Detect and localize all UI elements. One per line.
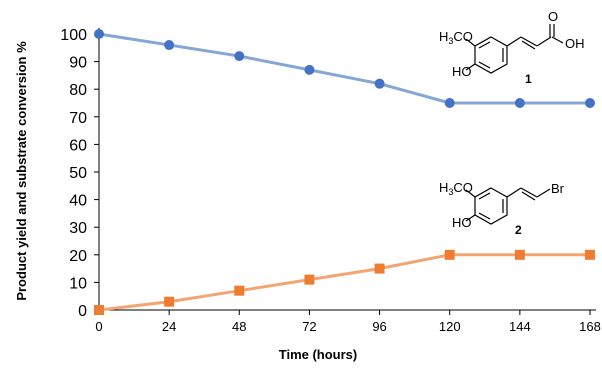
substrate-point [164, 40, 175, 51]
compound-1-acid-oh-label: OH [565, 36, 585, 51]
y-tick-label: 40 [69, 193, 87, 210]
x-tick-label: 96 [372, 319, 386, 334]
x-axis-ticks: 0 24 48 72 96 120 144 168 [95, 310, 601, 334]
compound-1-oh-bond [465, 63, 476, 71]
compound-2-br-bond [536, 188, 551, 198]
y-tick-label: 60 [69, 137, 87, 154]
substrate-point [374, 78, 385, 89]
y-tick-label: 20 [69, 248, 87, 265]
y-tick-label: 30 [69, 220, 87, 237]
product-point [444, 249, 455, 260]
compound-2-methoxy-label: H3CO [439, 180, 473, 197]
compound-2-ring-double-3 [478, 212, 491, 220]
x-tick-label: 144 [509, 319, 531, 334]
y-axis-title: Product yield and substrate conversion % [14, 41, 29, 301]
compound-1-structure: H3CO HO O OH 1 [439, 9, 585, 86]
compound-2-bromine-label: Br [551, 181, 565, 196]
compound-1-chain-2 [520, 36, 538, 47]
substrate-point [444, 98, 455, 108]
x-tick-label: 168 [579, 319, 601, 334]
compound-1-methoxy-label: H3CO [439, 29, 473, 46]
x-tick-label: 48 [232, 319, 246, 334]
y-tick-label: 0 [78, 303, 87, 320]
y-tick-label: 80 [69, 82, 87, 99]
x-tick-label: 72 [302, 319, 316, 334]
x-tick-label: 0 [95, 319, 102, 334]
y-tick-label: 10 [69, 275, 87, 292]
compound-1-ring-double-3 [478, 61, 491, 69]
compound-1-bonds [465, 24, 564, 74]
compound-1-carbonyl-o-label: O [548, 9, 558, 24]
x-tick-label: 24 [162, 319, 176, 334]
substrate-point [234, 51, 245, 62]
compound-2-chain-2 [520, 187, 538, 198]
substrate-point [304, 64, 315, 75]
compound-2-number: 2 [515, 223, 522, 237]
axes [98, 28, 596, 311]
y-tick-label: 70 [69, 110, 87, 127]
compound-2-hydroxyl-label: HO [452, 215, 472, 230]
product-point [585, 249, 595, 260]
product-point [94, 305, 104, 315]
y-tick-label: 90 [69, 55, 87, 72]
product-point [304, 274, 315, 285]
product-point [234, 285, 245, 296]
compound-1-chain-3 [536, 36, 552, 47]
x-axis-title: Time (hours) [279, 347, 358, 362]
compound-2-ome-bond [465, 189, 476, 198]
compound-1-number: 1 [525, 72, 532, 86]
compound-2-chain-1 [506, 187, 522, 198]
product-series-line [98, 253, 590, 312]
compound-2-chain-double [521, 191, 536, 201]
x-tick-label: 120 [439, 319, 461, 334]
compound-2-ring [474, 187, 508, 225]
y-tick-label: 50 [69, 165, 87, 182]
substrate-point [585, 98, 595, 108]
compound-1-chain-1 [506, 36, 522, 47]
y-tick-label: 100 [60, 27, 87, 44]
compound-1-ring [474, 36, 508, 74]
compound-2-structure: H3CO HO Br 2 [439, 180, 565, 237]
product-point [374, 263, 385, 274]
product-point [514, 249, 525, 260]
substrate-point [514, 98, 525, 108]
compound-1-ring-double-1 [478, 41, 491, 49]
substrate-series-line [98, 32, 590, 105]
product-point [164, 296, 175, 307]
substrate-point [94, 29, 104, 39]
compound-1-ome-bond [465, 38, 476, 47]
compound-1-hydroxyl-label: HO [452, 64, 472, 79]
y-axis-ticks: 0 10 20 30 40 50 60 70 80 90 100 [60, 27, 99, 320]
compound-2-oh-bond [465, 214, 476, 222]
compound-2-ring-double-1 [478, 192, 491, 200]
compound-2-bonds [465, 187, 551, 225]
compound-1-chain-double [521, 40, 536, 50]
compound-1-acid-bond [551, 36, 564, 44]
series-group [94, 29, 595, 315]
